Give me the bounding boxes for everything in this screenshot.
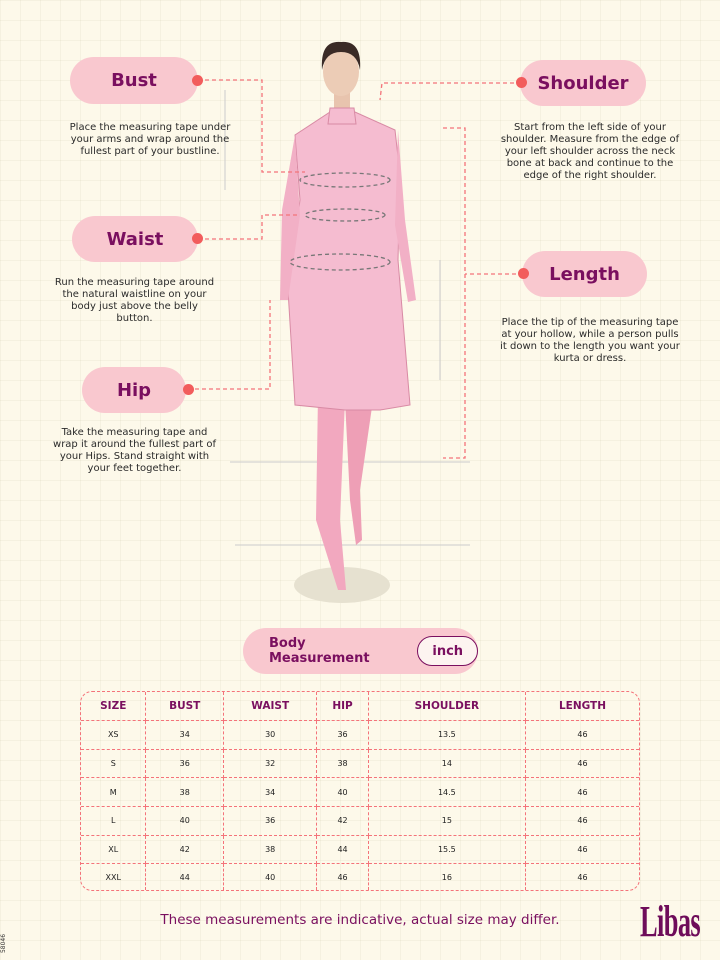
libas-logo: Libas [640,897,701,946]
table-cell: XL [81,835,147,865]
column-header: SIZE [81,692,147,721]
size-chart-table: SIZE BUST WAIST HIP SHOULDER LENGTH XS 34 30 36 1… [80,691,640,891]
table-cell: 44 [317,835,369,865]
table-cell: 14 [368,749,526,779]
shoulder-label: Shoulder [537,72,629,94]
column-header: WAIST [223,692,318,721]
table-cell: 15.5 [368,835,526,865]
length-label: Length [549,263,620,285]
body-measurement-header: Body Measurement inch [243,628,478,674]
hip-label: Hip [116,379,152,401]
table-cell: 32 [223,749,318,779]
model-illustration [188,41,523,603]
hip-description: Take the measuring tape and wrap it arou… [53,427,216,474]
table-cell: 46 [525,750,639,779]
table-cell: 40 [146,806,224,836]
table-cell: 13.5 [368,721,526,750]
table-row: XXL 44 40 46 16 46 [81,864,639,890]
table-cell: 38 [146,778,224,807]
table-cell: 40 [224,864,318,890]
waist-description: Run the measuring tape around the natura… [54,277,215,324]
table-row: L 40 36 42 15 46 [81,806,639,836]
bust-marker-dot [192,75,203,86]
waist-label-pill: Waist [72,216,198,262]
table-cell: 38 [317,749,369,779]
table-cell: 36 [146,749,224,779]
table-row: XL 42 38 44 15.5 46 [81,835,639,865]
table-cell: 46 [525,836,639,865]
disclaimer: These measurements are indicative, actua… [160,912,560,928]
length-marker-dot [518,268,529,279]
table-cell: 46 [577,872,588,882]
shoulder-description: Start from the left side of your shoulde… [500,122,680,181]
table-cell: L [81,806,147,836]
shoulder-label-pill: Shoulder [520,60,646,106]
column-header: HIP [317,692,369,721]
waist-label: Waist [106,228,164,250]
product-code: 58046 [0,933,8,954]
table-cell: 42 [317,806,369,836]
table-cell: 16 [369,864,526,890]
bust-label: Bust [111,70,157,91]
table-cell: 44 [146,864,224,890]
unit-toggle-inch[interactable]: inch [417,636,478,666]
table-cell: 34 [223,778,318,807]
table-cell: 36 [317,721,369,750]
table-row: XS 34 30 36 13.5 46 [81,721,639,750]
table-cell: 30 [223,721,318,750]
table-cell: S [81,749,147,779]
table-cell: 15 [368,806,526,836]
table-cell: XS [81,721,147,750]
table-cell: 34 [146,721,224,750]
table-cell: 36 [223,806,318,836]
table-cell: 14.5 [368,778,526,807]
table-cell: 46 [317,864,369,890]
table-cell: 38 [223,835,318,865]
waist-marker-dot [192,233,203,244]
table-cell: 46 [525,721,639,750]
table-row: S 36 32 38 14 46 [81,749,639,779]
bust-description: Place the measuring tape under your arms… [69,122,231,157]
length-description: Place the tip of the measuring tape at y… [500,317,680,364]
length-label-pill: Length [522,251,647,297]
table-row: M 38 34 40 14.5 46 [81,778,639,807]
table-cell: 40 [317,778,369,807]
table-header-row: SIZE BUST WAIST HIP SHOULDER LENGTH [81,692,639,721]
column-header: BUST [146,692,224,721]
bust-label-pill: Bust [70,57,198,104]
table-cell: 46 [525,807,639,836]
table-cell: M [81,778,147,807]
hip-label-pill: Hip [82,367,186,413]
shoulder-marker-dot [516,77,527,88]
hip-marker-dot [183,384,194,395]
table-cell: 46 [525,778,639,807]
table-title: Body Measurement [269,636,370,666]
table-cell: XXL [81,864,147,890]
column-header: SHOULDER [368,692,526,721]
column-header: LENGTH [525,692,639,721]
table-cell: 42 [146,835,224,865]
